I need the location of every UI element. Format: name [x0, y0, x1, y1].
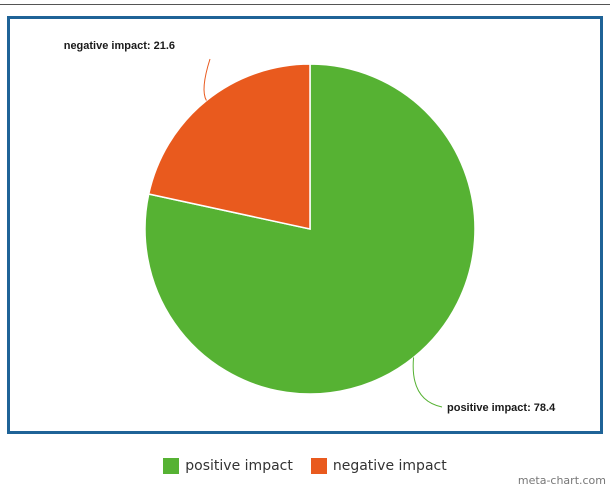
data-label-positive-impact: positive impact: 78.4	[447, 402, 556, 414]
leader-line-negative-impact	[203, 58, 211, 101]
watermark: meta-chart.com	[517, 474, 606, 487]
data-label-negative-impact: negative impact: 21.6	[64, 40, 175, 52]
legend: positive impact negative impact	[0, 456, 610, 476]
legend-item-positive[interactable]: positive impact	[163, 458, 293, 474]
leader-line-positive-impact	[412, 357, 443, 408]
chart-frame: positive impact: 78.4 negative impact: 21…	[7, 16, 603, 434]
pie-slice-negative-impact[interactable]	[147, 63, 311, 230]
pie-chart: positive impact: 78.4 negative impact: 21…	[64, 40, 556, 414]
legend-item-negative[interactable]: negative impact	[310, 458, 447, 474]
legend-label-negative: negative impact	[332, 458, 447, 474]
top-divider	[0, 4, 610, 5]
legend-swatch-negative	[310, 458, 327, 474]
legend-label-positive: positive impact	[185, 458, 293, 474]
legend-swatch-positive	[163, 458, 180, 474]
